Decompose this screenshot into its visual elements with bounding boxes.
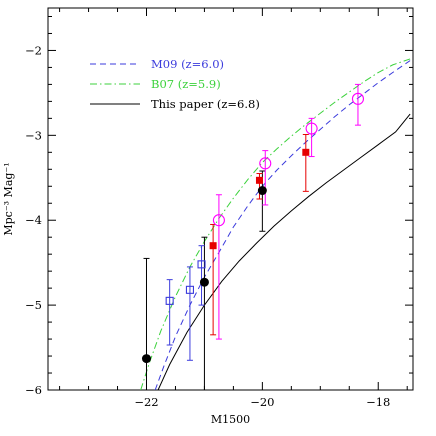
data-point-open-circle [212,214,225,227]
data-point-filled-square [255,176,263,184]
x-tick-label: −18 [366,395,390,409]
data-point-open-circle [305,122,318,135]
legend: M09 (z=6.0) B07 (z=5.9) This paper (z=6.8) [90,57,260,111]
y-tick-label: −3 [25,128,42,142]
data-point-open-circle [351,92,365,105]
data-point-filled-circle [257,186,267,196]
error-bars [143,83,361,390]
plot-frame [47,7,414,391]
y-tick-label: −5 [25,298,42,312]
data-point-open-circle [259,157,272,170]
data-point-open-square [185,285,194,294]
legend-label: B07 (z=5.9) [151,77,221,91]
axis-ticks [48,8,413,391]
y-tick-label: −6 [25,383,42,397]
axis-tick-labels: −22 −20 −18 −6 −5 −4 −3 −2 [25,43,390,409]
x-axis-title: M1500 [211,413,250,426]
curve-b07 [140,58,411,390]
y-tick-label: −2 [25,43,42,57]
data-point-filled-circle [141,354,151,364]
data-point-open-square [165,296,174,305]
y-axis-title: Mpc⁻³ Mag⁻¹ [2,162,15,235]
legend-label: This paper (z=6.8) [151,97,260,111]
legend-label: M09 (z=6.0) [151,57,224,71]
data-point-filled-circle [199,277,209,287]
data-point-filled-square [302,148,310,156]
x-tick-label: −20 [250,395,274,409]
data-point-open-square [197,260,206,269]
x-tick-label: −22 [134,395,158,409]
data-markers [141,92,365,364]
curve-this [157,113,411,390]
y-tick-label: −4 [25,213,42,227]
data-point-filled-square [209,242,217,250]
